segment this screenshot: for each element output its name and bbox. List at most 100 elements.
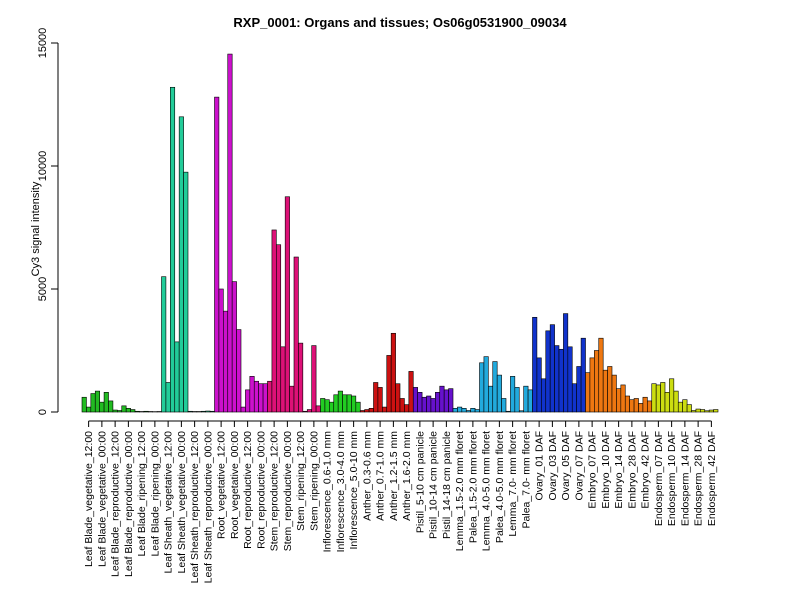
bar — [209, 410, 215, 413]
x-tick-label: Stem_reproductive_00:00 — [282, 431, 294, 551]
bar — [86, 406, 92, 413]
bar — [293, 256, 299, 413]
bar — [655, 384, 661, 413]
y-tick-label: 0 — [37, 409, 49, 415]
bar — [474, 409, 480, 413]
bar — [377, 387, 383, 413]
bar — [351, 395, 357, 413]
bar — [629, 399, 635, 413]
x-tick-label: Stem_reproductive_12:00 — [269, 431, 281, 551]
bar — [620, 384, 626, 413]
bar — [108, 400, 114, 413]
x-tick-label: Anther_1.6-2.0 mm — [401, 431, 413, 521]
bar — [686, 404, 692, 413]
bar — [536, 357, 542, 413]
bar — [337, 390, 343, 413]
bar — [395, 383, 401, 413]
bar — [673, 390, 679, 413]
x-tick-label: Lemma_4.0-5.0 mm floret — [481, 431, 493, 551]
bar — [501, 398, 507, 413]
bar — [373, 382, 379, 413]
x-tick-label: Ovary_03 DAF — [547, 431, 559, 500]
bar — [289, 385, 295, 413]
bar — [280, 346, 286, 413]
bar — [576, 366, 582, 413]
bar — [430, 398, 436, 413]
bar — [320, 398, 326, 413]
bar — [249, 376, 255, 413]
bar — [236, 329, 242, 413]
bar — [448, 388, 454, 413]
y-axis-label: Cy3 signal intensity — [30, 181, 42, 276]
bar — [633, 398, 639, 413]
x-tick-label: Ovary_05 DAF — [560, 431, 572, 500]
bar — [647, 400, 653, 413]
bar — [240, 406, 246, 413]
x-tick-label: Palea_7.0- mm floret — [520, 431, 532, 529]
x-tick-label: Leaf Blade_reproductive_00:00 — [123, 431, 135, 577]
bar — [439, 385, 445, 413]
x-tick-label: Endosperm_28 DAF — [693, 431, 705, 526]
bar — [580, 337, 586, 413]
x-tick-label: Inflorescence_5.0-10 mm — [348, 431, 360, 550]
bar — [262, 383, 268, 413]
bar — [298, 342, 304, 413]
bar — [121, 405, 127, 413]
bar — [284, 196, 290, 413]
bar — [306, 409, 312, 413]
x-tick-label: Embryo_42 DAF — [640, 431, 652, 509]
x-tick-label: Anther_0.7-1.0 mm — [375, 431, 387, 521]
bar — [329, 401, 335, 413]
bar — [315, 405, 321, 413]
bar — [359, 410, 365, 413]
bar — [461, 408, 467, 413]
x-tick-label: Palea_1.5-2.0 mm floret — [467, 431, 479, 543]
x-tick-label: Embryo_10 DAF — [600, 431, 612, 509]
bar — [554, 345, 560, 413]
bar — [452, 408, 458, 413]
bar — [174, 341, 180, 413]
x-tick-label: Leaf Blade_reproductive_12:00 — [110, 431, 122, 577]
bar — [134, 410, 140, 413]
bar — [611, 374, 617, 413]
x-tick-label: Leaf Blade_ripening_12:00 — [136, 431, 148, 557]
x-tick-label: Pistil_10-14 cm panicle — [428, 431, 440, 539]
x-tick-label: Pistil_5-10 cm panicle — [414, 431, 426, 533]
bar — [642, 396, 648, 413]
bar — [161, 276, 167, 413]
bar — [324, 399, 330, 413]
chart-title: RXP_0001: Organs and tissues; Os06g05319… — [233, 15, 567, 30]
x-tick-label: Root_reproductive_12:00 — [242, 431, 254, 549]
x-tick-label: Anther_1.2-1.5 mm — [388, 431, 400, 521]
bar — [558, 348, 564, 413]
bar — [125, 408, 131, 413]
bar — [483, 356, 489, 413]
bar — [178, 116, 184, 413]
bar — [488, 385, 494, 413]
bar — [563, 313, 569, 413]
bar — [231, 281, 237, 413]
bar — [355, 401, 361, 413]
bar — [267, 380, 273, 413]
bar — [704, 410, 710, 413]
bar — [602, 369, 608, 413]
bar — [585, 372, 591, 413]
y-tick-label: 10000 — [37, 151, 49, 182]
bar — [117, 410, 123, 413]
bar — [616, 388, 622, 413]
bar — [311, 345, 317, 413]
bar — [81, 396, 87, 413]
bar — [382, 406, 388, 413]
x-tick-label: Lemma_1.5-2.0 mm floret — [454, 431, 466, 551]
bars — [81, 53, 719, 413]
bar — [435, 392, 441, 413]
x-tick-label: Leaf Sheath_vegetative_00:00 — [176, 431, 188, 574]
bar — [346, 394, 352, 413]
bar — [412, 387, 418, 413]
bar — [443, 389, 449, 413]
bar — [227, 53, 233, 413]
bar — [342, 394, 348, 413]
y-tick-label: 15000 — [37, 28, 49, 59]
bar — [245, 389, 251, 413]
x-tick-label: Endosperm_14 DAF — [679, 431, 691, 526]
